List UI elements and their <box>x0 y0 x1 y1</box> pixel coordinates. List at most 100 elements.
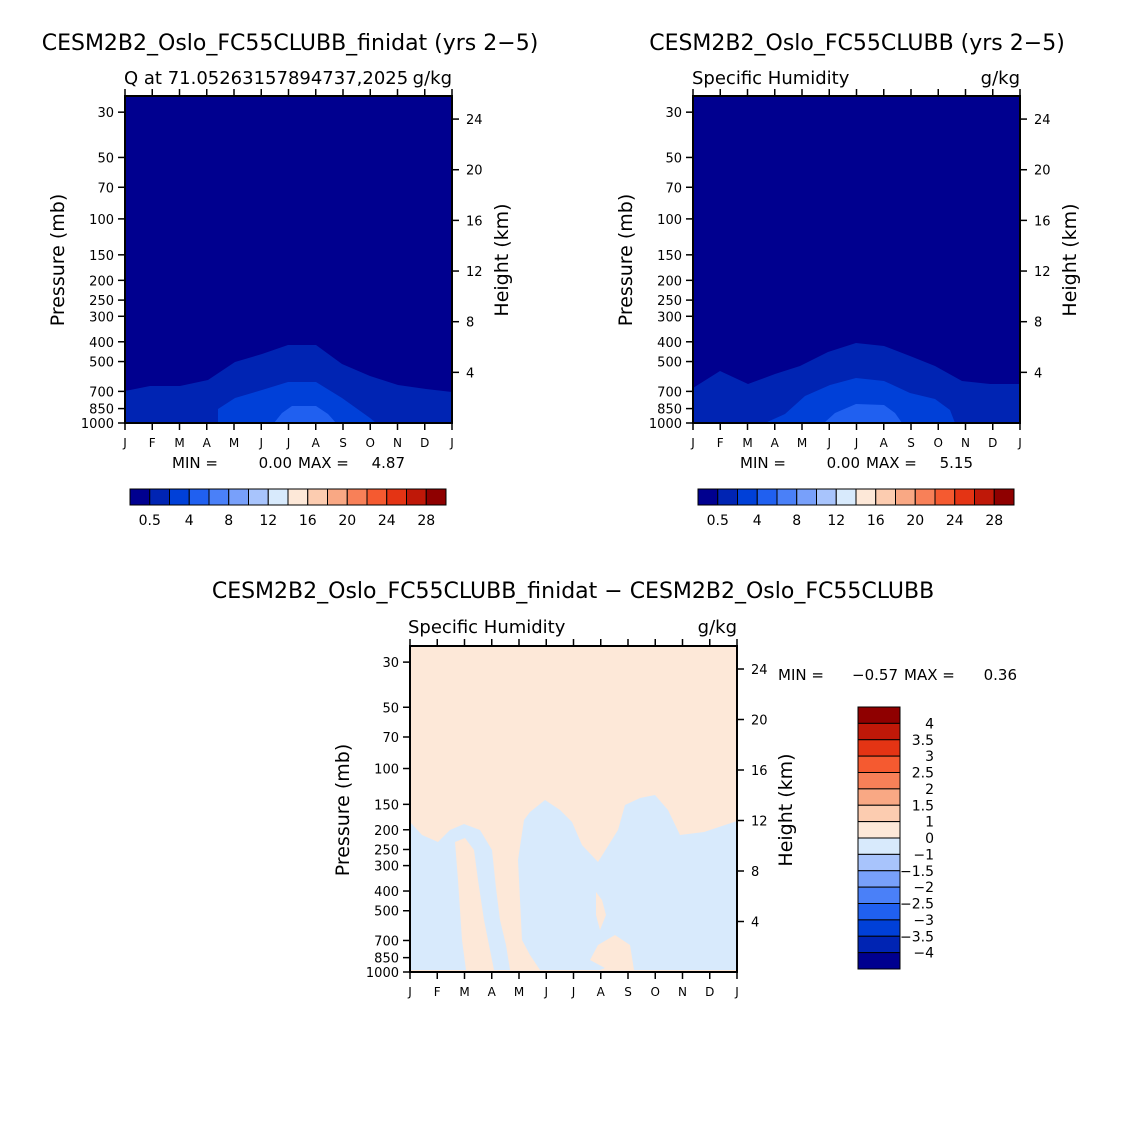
month-tick-label: A <box>488 985 497 999</box>
colorbar-label: 24 <box>946 513 964 529</box>
min-label: MIN = <box>172 454 218 472</box>
month-tick-label: A <box>880 436 889 450</box>
colorbar-box <box>857 739 901 757</box>
colorbar-box <box>169 488 190 506</box>
panel-title: CESM2B2_Oslo_FC55CLUBB (yrs 2−5) <box>649 31 1065 56</box>
colorbar-label: 0 <box>925 831 934 847</box>
colorbar-box <box>756 488 778 506</box>
pressure-tick-label: 150 <box>657 249 682 264</box>
colorbar-label: 8 <box>792 513 801 529</box>
y2-axis-label: Height (km) <box>491 203 513 316</box>
month-tick-label: M <box>742 436 752 450</box>
panel-title: CESM2B2_Oslo_FC55CLUBB_finidat − CESM2B2… <box>212 579 934 604</box>
colorbar-box <box>857 886 901 904</box>
colorbar-box <box>425 488 447 506</box>
height-tick-label: 20 <box>1034 164 1051 179</box>
pressure-tick-label: 1000 <box>81 417 114 432</box>
pressure-tick-label: 300 <box>89 310 114 325</box>
month-tick-label: J <box>690 436 695 450</box>
colorbar-label: 28 <box>417 513 435 529</box>
min-value: −0.57 <box>852 666 898 684</box>
colorbar-label: 3.5 <box>912 733 934 749</box>
month-tick-label: J <box>122 436 127 450</box>
month-tick-label: J <box>258 436 263 450</box>
colorbar: 0.5 4 8 12 16 20 24 28 <box>697 488 1015 529</box>
month-tick-label: J <box>407 985 412 999</box>
colorbar-label: 28 <box>985 513 1003 529</box>
pressure-tick-label: 50 <box>382 701 399 716</box>
contour-4 <box>824 404 902 423</box>
panel-subtitle-left: Specific Humidity <box>692 68 850 89</box>
height-tick-label: 16 <box>751 764 768 779</box>
panel-subtitle-right: g/kg <box>698 617 737 638</box>
height-tick-label: 20 <box>466 164 483 179</box>
colorbar-label: 0.5 <box>707 513 729 529</box>
month-tick-label: N <box>961 436 970 450</box>
colorbar-box <box>307 488 328 506</box>
panel-subtitle-right: g/kg <box>981 68 1020 89</box>
month-tick-label: O <box>366 436 375 450</box>
min-value: 0.00 <box>827 454 860 472</box>
colorbar-box <box>855 488 877 506</box>
month-tick-label: N <box>393 436 402 450</box>
height-tick-label: 12 <box>1034 265 1051 280</box>
month-tick-label: A <box>203 436 212 450</box>
pressure-tick-label: 150 <box>89 249 114 264</box>
colorbar-label: 4 <box>185 513 194 529</box>
height-axis: 24 20 16 12 8 4 <box>452 113 483 381</box>
pressure-tick-label: 100 <box>89 213 114 228</box>
colorbar-box <box>796 488 817 506</box>
pressure-tick-label: 500 <box>374 905 399 920</box>
month-tick-label: O <box>934 436 943 450</box>
pressure-tick-label: 700 <box>657 385 682 400</box>
height-axis: 24 20 16 12 8 4 <box>1020 113 1051 381</box>
height-tick-label: 12 <box>466 265 483 280</box>
colorbar-box <box>267 488 289 506</box>
month-tick-label: F <box>717 436 724 450</box>
month-tick-label: A <box>597 985 606 999</box>
height-tick-label: 4 <box>1034 366 1042 381</box>
height-tick-label: 8 <box>1034 316 1042 331</box>
month-tick-label: J <box>286 436 291 450</box>
colorbar-box <box>857 788 901 806</box>
colorbar-label: 8 <box>224 513 233 529</box>
pressure-tick-label: 400 <box>374 885 399 900</box>
colorbar-box <box>406 488 427 506</box>
min-label: MIN = <box>778 666 824 684</box>
colorbar-label: 3 <box>925 749 934 765</box>
colorbar-box <box>857 772 901 790</box>
colorbar-box <box>228 488 249 506</box>
colorbar-label: 1 <box>925 815 934 831</box>
colorbar-label: 1.5 <box>912 798 934 814</box>
month-tick-label: S <box>339 436 347 450</box>
colorbar-box <box>934 488 956 506</box>
colorbar-label: 16 <box>299 513 317 529</box>
pressure-tick-label: 850 <box>374 952 399 967</box>
month-tick-label: J <box>543 985 548 999</box>
pressure-tick-label: 250 <box>89 294 114 309</box>
colorbar-box <box>857 919 901 937</box>
panel-difference: CESM2B2_Oslo_FC55CLUBB_finidat − CESM2B2… <box>212 579 1017 999</box>
colorbar-box <box>857 935 901 954</box>
height-tick-label: 24 <box>1034 113 1051 128</box>
colorbar-box <box>993 488 1015 506</box>
month-tick-label: D <box>705 985 714 999</box>
colorbar-box <box>188 488 210 506</box>
month-tick-label: D <box>420 436 429 450</box>
pressure-tick-label: 700 <box>89 385 114 400</box>
colorbar-box <box>857 952 901 970</box>
colorbar-label: 2.5 <box>912 766 934 782</box>
colorbar-box <box>857 853 901 872</box>
colorbar-box <box>857 755 901 773</box>
height-tick-label: 4 <box>751 916 759 931</box>
height-tick-label: 24 <box>751 663 768 678</box>
colorbar-box <box>857 870 901 888</box>
pressure-tick-label: 30 <box>97 106 114 121</box>
colorbar-box <box>857 903 901 921</box>
pressure-tick-label: 200 <box>374 824 399 839</box>
colorbar-box <box>776 488 798 506</box>
colorbar-label: 4 <box>753 513 762 529</box>
